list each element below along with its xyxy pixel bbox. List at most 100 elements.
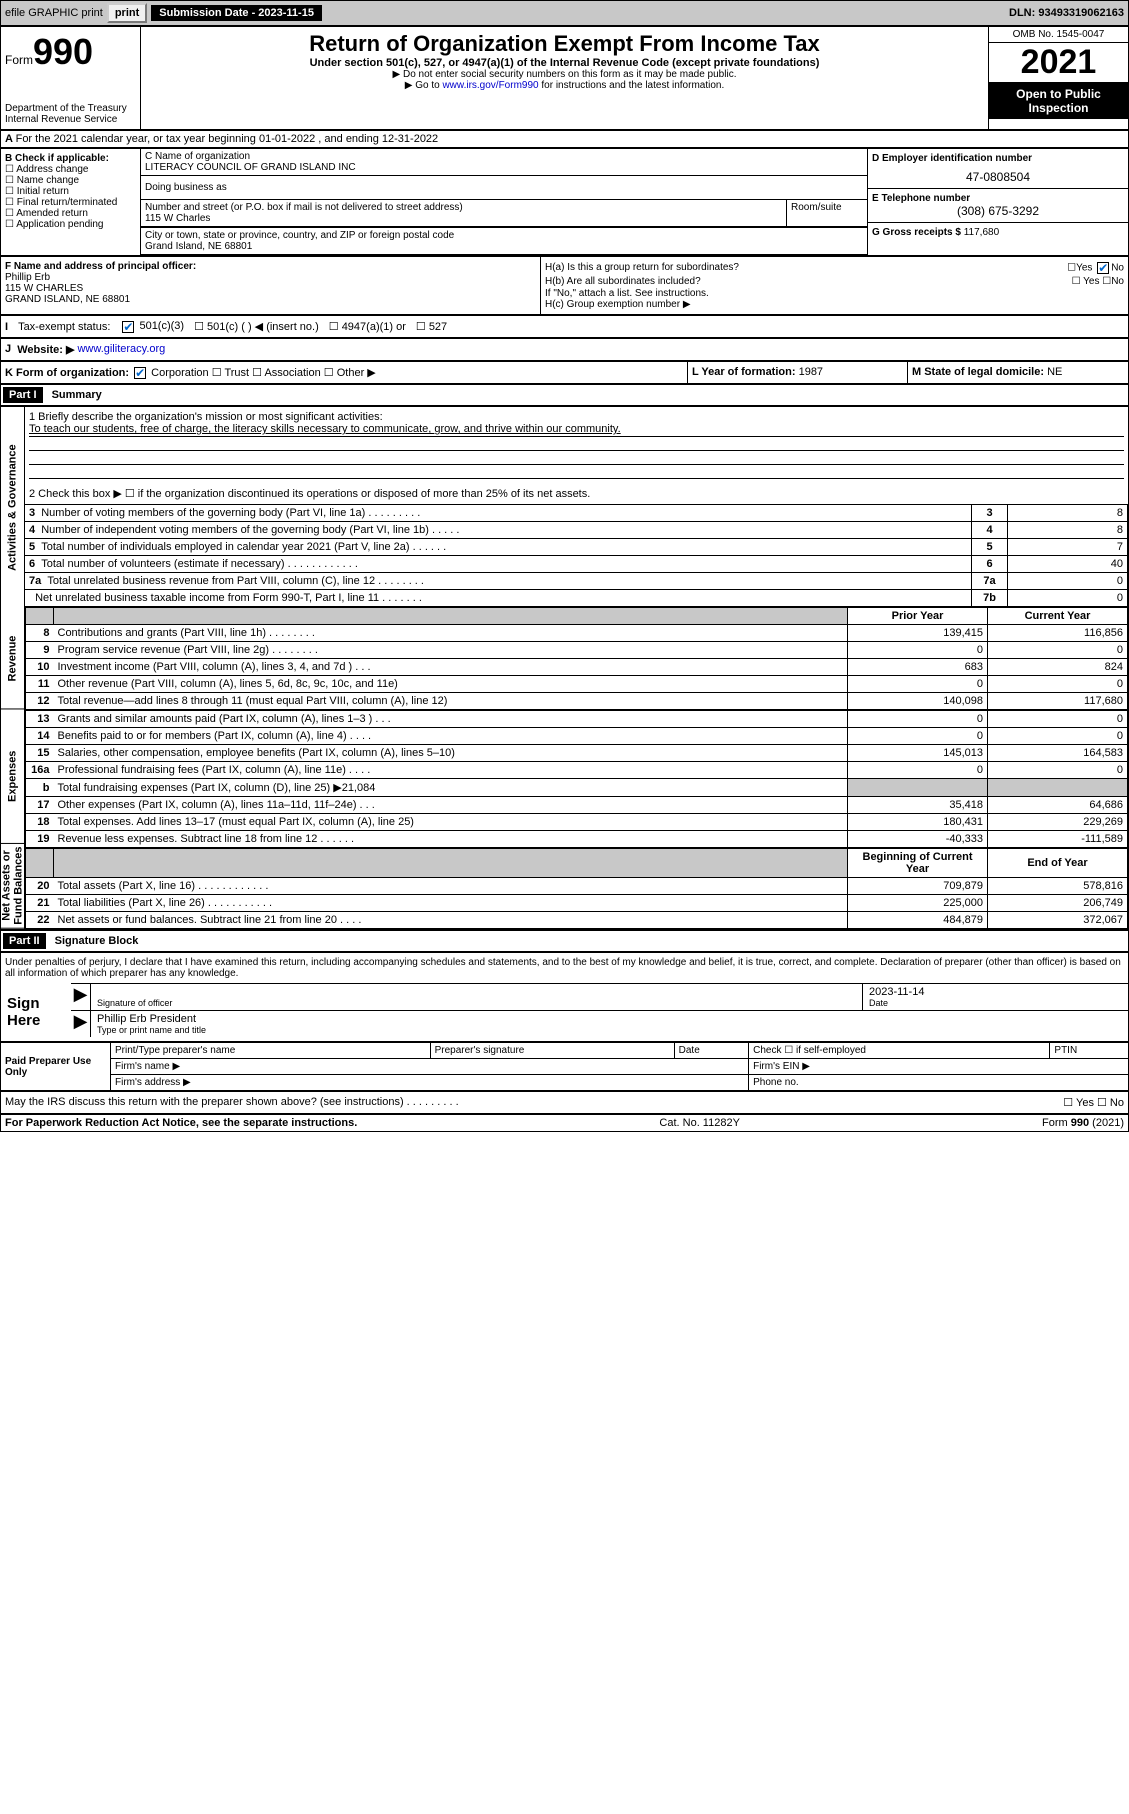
table-row: 18Total expenses. Add lines 13–17 (must …: [26, 814, 1128, 831]
officer-addr2: GRAND ISLAND, NE 68801: [5, 294, 536, 305]
note-2: ▶ Go to www.irs.gov/Form990 for instruct…: [145, 80, 984, 91]
gross-value: 117,680: [964, 227, 999, 238]
omb-number: OMB No. 1545-0047: [989, 27, 1128, 43]
ein-label: D Employer identification number: [872, 153, 1124, 164]
hc-label: H(c) Group exemption number ▶: [545, 299, 1124, 310]
website-link[interactable]: www.giliteracy.org: [77, 343, 165, 356]
dept-label: Department of the Treasury: [5, 103, 136, 114]
addr-value: 115 W Charles: [145, 213, 782, 224]
chk-address[interactable]: ☐ Address change: [5, 164, 136, 175]
gov-line: 7a Total unrelated business revenue from…: [25, 573, 1128, 590]
name-label: C Name of organization: [145, 151, 863, 162]
summary-body: Activities & Governance Revenue Expenses…: [0, 406, 1129, 930]
line-a: A For the 2021 calendar year, or tax yea…: [0, 130, 1129, 148]
footer-left: For Paperwork Reduction Act Notice, see …: [5, 1117, 357, 1129]
table-row: 13Grants and similar amounts paid (Part …: [26, 711, 1128, 728]
note-1: ▶ Do not enter social security numbers o…: [145, 69, 984, 80]
preparer-table: Paid Preparer Use Only Print/Type prepar…: [0, 1042, 1129, 1091]
chk-pending[interactable]: ☐ Application pending: [5, 219, 136, 230]
mission-text: To teach our students, free of charge, t…: [29, 423, 1124, 437]
sign-arrow-icon: ▶: [71, 1011, 91, 1037]
table-row: 14Benefits paid to or for members (Part …: [26, 728, 1128, 745]
tab-netassets: Net Assets or Fund Balances: [1, 844, 24, 929]
col-b: B Check if applicable: ☐ Address change …: [1, 149, 141, 255]
table-row: bTotal fundraising expenses (Part IX, co…: [26, 779, 1128, 797]
addr-label: Number and street (or P.O. box if mail i…: [145, 202, 782, 213]
table-row: 16aProfessional fundraising fees (Part I…: [26, 762, 1128, 779]
preparer-label: Paid Preparer Use Only: [1, 1043, 111, 1091]
org-name: LITERACY COUNCIL OF GRAND ISLAND INC: [145, 162, 863, 173]
table-row: 11Other revenue (Part VIII, column (A), …: [26, 676, 1128, 693]
tab-expenses: Expenses: [1, 709, 24, 844]
table-row: 10Investment income (Part VIII, column (…: [26, 659, 1128, 676]
chk-other[interactable]: ☐ Other ▶: [324, 367, 376, 379]
row-klm: K Form of organization: Corporation ☐ Tr…: [0, 361, 1129, 384]
form-title: Return of Organization Exempt From Incom…: [145, 31, 984, 57]
netassets-table: Beginning of Current YearEnd of Year 20T…: [25, 848, 1128, 929]
chk-501c3[interactable]: 501(c)(3): [120, 320, 184, 332]
room-label: Room/suite: [787, 200, 867, 226]
year-formation: 1987: [799, 366, 823, 378]
sign-here-label: Sign Here: [1, 983, 71, 1041]
sign-date: 2023-11-14: [869, 986, 1122, 998]
signature-block: Under penalties of perjury, I declare th…: [0, 952, 1129, 1042]
chk-4947[interactable]: ☐ 4947(a)(1) or: [329, 320, 406, 333]
irs-label: Internal Revenue Service: [5, 114, 136, 125]
officer-name: Phillip Erb: [5, 272, 536, 283]
chk-trust[interactable]: ☐ Trust: [212, 367, 249, 379]
inspection-label: Open to Public Inspection: [989, 83, 1128, 119]
part2-header: Part II Signature Block: [0, 930, 1129, 952]
discuss-yesno[interactable]: ☐ Yes ☐ No: [1063, 1096, 1124, 1109]
chk-name[interactable]: ☐ Name change: [5, 175, 136, 186]
table-row: 22Net assets or fund balances. Subtract …: [26, 912, 1128, 929]
form-label: Form: [5, 53, 33, 67]
footer-right: Form 990 (2021): [1042, 1117, 1124, 1129]
chk-corp[interactable]: Corporation: [132, 367, 209, 379]
discuss-row: May the IRS discuss this return with the…: [0, 1091, 1129, 1114]
chk-527[interactable]: ☐ 527: [416, 320, 447, 333]
row-tax-status: I Tax-exempt status: 501(c)(3) ☐ 501(c) …: [0, 315, 1129, 338]
table-row: 21Total liabilities (Part X, line 26) . …: [26, 895, 1128, 912]
submission-date: Submission Date - 2023-11-15: [151, 5, 322, 21]
chk-501c[interactable]: ☐ 501(c) ( ) ◀ (insert no.): [194, 320, 319, 333]
hb-yesno[interactable]: ☐ Yes ☐No: [1072, 276, 1124, 287]
table-row: 9Program service revenue (Part VIII, lin…: [26, 642, 1128, 659]
dln-label: DLN: 93493319062163: [1009, 7, 1124, 19]
footer-mid: Cat. No. 11282Y: [659, 1117, 740, 1129]
dba-label: Doing business as: [141, 176, 867, 200]
expenses-table: 13Grants and similar amounts paid (Part …: [25, 710, 1128, 848]
tax-year: 2021: [989, 43, 1128, 83]
tab-revenue: Revenue: [1, 608, 24, 709]
chk-assoc[interactable]: ☐ Association: [252, 367, 321, 379]
part1-header: Part I Summary: [0, 384, 1129, 406]
governance-table: 3 Number of voting members of the govern…: [25, 504, 1128, 607]
form-subtitle: Under section 501(c), 527, or 4947(a)(1)…: [145, 57, 984, 69]
phone-value: (308) 675-3292: [872, 204, 1124, 218]
chk-initial[interactable]: ☐ Initial return: [5, 186, 136, 197]
domicile-state: NE: [1047, 366, 1062, 378]
table-row: 8Contributions and grants (Part VIII, li…: [26, 625, 1128, 642]
block-fh: F Name and address of principal officer:…: [0, 256, 1129, 315]
table-row: 15Salaries, other compensation, employee…: [26, 745, 1128, 762]
officer-sig-name: Phillip Erb President: [97, 1013, 1122, 1025]
gov-line: 6 Total number of volunteers (estimate i…: [25, 556, 1128, 573]
table-row: 19Revenue less expenses. Subtract line 1…: [26, 831, 1128, 848]
col-h: H(a) Is this a group return for subordin…: [541, 257, 1128, 314]
print-button[interactable]: print: [107, 3, 147, 23]
irs-link[interactable]: www.irs.gov/Form990: [442, 80, 538, 91]
city-label: City or town, state or province, country…: [145, 230, 863, 241]
chk-final[interactable]: ☐ Final return/terminated: [5, 197, 136, 208]
top-bar: efile GRAPHIC print print Submission Dat…: [0, 0, 1129, 26]
chk-amended[interactable]: ☐ Amended return: [5, 208, 136, 219]
col-f: F Name and address of principal officer:…: [1, 257, 541, 314]
table-row: 20Total assets (Part X, line 16) . . . .…: [26, 878, 1128, 895]
city-value: Grand Island, NE 68801: [145, 241, 863, 252]
gov-line: Net unrelated business taxable income fr…: [25, 590, 1128, 607]
perjury-text: Under penalties of perjury, I declare th…: [1, 953, 1128, 983]
col-c: C Name of organization LITERACY COUNCIL …: [141, 149, 868, 255]
table-row: 17Other expenses (Part IX, column (A), l…: [26, 797, 1128, 814]
ha-yesno[interactable]: ☐Yes No: [1067, 262, 1124, 274]
form-header: Form990 Department of the Treasury Inter…: [0, 26, 1129, 130]
gov-line: 3 Number of voting members of the govern…: [25, 505, 1128, 522]
phone-label: E Telephone number: [872, 193, 1124, 204]
